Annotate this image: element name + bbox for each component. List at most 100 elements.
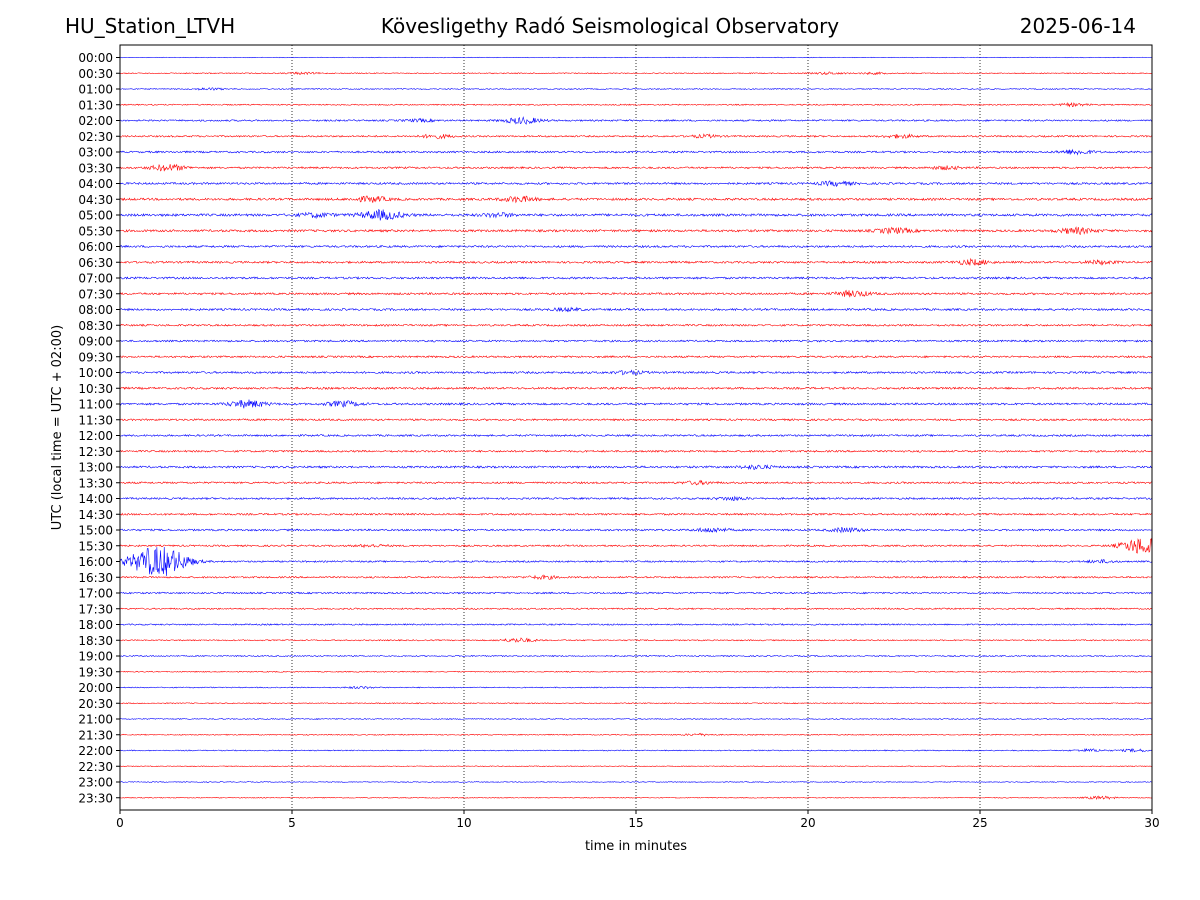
y-tick-label: 02:00 xyxy=(78,114,113,128)
x-tick-label: 10 xyxy=(456,816,471,830)
y-tick-label: 05:30 xyxy=(78,224,113,238)
y-tick-label: 22:00 xyxy=(78,744,113,758)
trace-1230 xyxy=(119,449,1153,453)
y-tick-label: 09:30 xyxy=(78,350,113,364)
trace-2000 xyxy=(119,685,1153,690)
trace-1200 xyxy=(119,433,1153,438)
station-id: HU_Station_LTVH xyxy=(65,14,236,38)
y-tick-label: 07:30 xyxy=(78,287,113,301)
trace-0800 xyxy=(119,306,1153,313)
trace-2100 xyxy=(119,718,1153,720)
y-tick-label: 20:30 xyxy=(78,697,113,711)
y-tick-label: 15:00 xyxy=(78,524,113,538)
y-tick-label: 12:30 xyxy=(78,445,113,459)
y-axis-label: UTC (local time = UTC + 02:00) xyxy=(50,325,65,530)
y-tick-label: 21:30 xyxy=(78,728,113,742)
trace-1900 xyxy=(119,654,1153,658)
trace-0400 xyxy=(119,180,1153,188)
trace-2200 xyxy=(119,747,1153,753)
y-tick-label: 19:00 xyxy=(78,650,113,664)
x-tick-label: 15 xyxy=(628,816,643,830)
trace-0000 xyxy=(119,56,1153,59)
trace-0730 xyxy=(119,289,1153,298)
y-tick-label: 06:00 xyxy=(78,240,113,254)
y-tick-label: 13:00 xyxy=(78,461,113,475)
y-tick-label: 20:00 xyxy=(78,681,113,695)
trace-2030 xyxy=(119,702,1153,705)
trace-1730 xyxy=(119,607,1153,611)
trace-0330 xyxy=(119,163,1153,172)
trace-0430 xyxy=(119,195,1153,204)
trace-2300 xyxy=(119,781,1153,783)
trace-2230 xyxy=(119,765,1153,768)
y-tick-label: 00:30 xyxy=(78,67,113,81)
x-tick-label: 30 xyxy=(1144,816,1159,830)
trace-2130 xyxy=(119,732,1153,737)
trace-1500 xyxy=(119,526,1153,534)
y-tick-label: 19:30 xyxy=(78,665,113,679)
y-tick-label: 08:00 xyxy=(78,303,113,317)
trace-1830 xyxy=(119,637,1153,643)
trace-1530 xyxy=(119,538,1153,554)
y-tick-label: 11:30 xyxy=(78,413,113,427)
y-tick-label: 14:00 xyxy=(78,492,113,506)
y-tick-label: 01:30 xyxy=(78,98,113,112)
trace-1000 xyxy=(119,369,1153,376)
y-tick-label: 09:00 xyxy=(78,335,113,349)
y-tick-label: 10:30 xyxy=(78,382,113,396)
trace-1300 xyxy=(119,464,1153,470)
trace-0930 xyxy=(119,355,1153,359)
y-tick-label: 05:00 xyxy=(78,209,113,223)
y-tick-label: 17:00 xyxy=(78,587,113,601)
trace-1330 xyxy=(119,479,1153,486)
y-tick-label: 22:30 xyxy=(78,760,113,774)
y-tick-label: 23:30 xyxy=(78,791,113,805)
grid xyxy=(291,45,981,810)
trace-0130 xyxy=(119,102,1153,108)
y-tick-label: 18:00 xyxy=(78,618,113,632)
trace-1030 xyxy=(119,386,1153,391)
trace-0200 xyxy=(119,116,1153,125)
x-tick-label: 25 xyxy=(972,816,987,830)
trace-1630 xyxy=(119,574,1153,581)
trace-0500 xyxy=(119,208,1153,221)
y-tick-label: 03:00 xyxy=(78,146,113,160)
trace-1930 xyxy=(119,670,1153,673)
trace-0600 xyxy=(119,244,1153,249)
y-tick-label: 08:30 xyxy=(78,319,113,333)
y-tick-label: 04:00 xyxy=(78,177,113,191)
trace-1600 xyxy=(119,547,1153,576)
y-tick-label: 21:00 xyxy=(78,713,113,727)
y-tick-label: 04:30 xyxy=(78,193,113,207)
y-tick-label: 07:00 xyxy=(78,272,113,286)
trace-0100 xyxy=(119,87,1153,91)
trace-0030 xyxy=(119,71,1153,76)
y-tick-label: 06:30 xyxy=(78,256,113,270)
y-tick-label: 00:00 xyxy=(78,51,113,65)
trace-0300 xyxy=(119,148,1153,156)
y-tick-label: 01:00 xyxy=(78,83,113,97)
y-tick-label: 16:00 xyxy=(78,555,113,569)
trace-0700 xyxy=(119,276,1153,280)
y-tick-label: 12:00 xyxy=(78,429,113,443)
y-tick-label: 15:30 xyxy=(78,539,113,553)
y-tick-label: 23:00 xyxy=(78,776,113,790)
trace-0900 xyxy=(119,339,1153,343)
date-label: 2025-06-14 xyxy=(1019,14,1136,38)
x-tick-label: 20 xyxy=(800,816,815,830)
trace-1700 xyxy=(119,591,1153,595)
trace-0530 xyxy=(119,226,1153,235)
trace-1400 xyxy=(119,495,1153,502)
y-tick-label: 17:30 xyxy=(78,602,113,616)
trace-1130 xyxy=(119,418,1153,422)
trace-0230 xyxy=(119,133,1153,140)
trace-1800 xyxy=(119,623,1153,626)
y-tick-label: 16:30 xyxy=(78,571,113,585)
y-tick-label: 18:30 xyxy=(78,634,113,648)
chart-title: Kövesligethy Radó Seismological Observat… xyxy=(380,14,840,38)
trace-1430 xyxy=(119,512,1153,516)
trace-2330 xyxy=(119,795,1153,800)
y-tick-label: 13:30 xyxy=(78,476,113,490)
trace-1100 xyxy=(119,399,1153,409)
